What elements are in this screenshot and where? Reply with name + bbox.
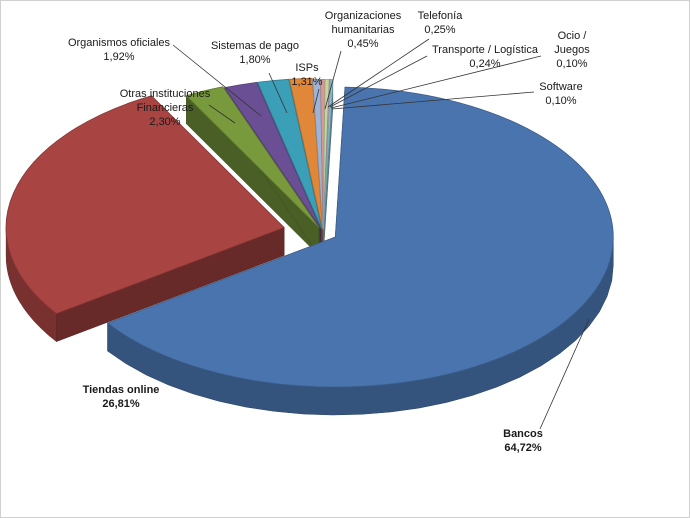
slice-name-telefonia: Telefonía xyxy=(418,10,464,22)
leader-line-isps xyxy=(312,88,320,114)
leader-lines xyxy=(172,38,590,430)
slice-organismos-oficiales xyxy=(223,81,322,229)
slice-value-telefonia: 0,25% xyxy=(424,24,455,36)
pie-tops xyxy=(5,77,614,388)
slice-name-organismos-oficiales: Organismos oficiales xyxy=(68,37,171,49)
slice-value-organismos-oficiales: 1,92% xyxy=(103,51,134,63)
leader-line-organizaciones-humanitarias xyxy=(324,50,342,110)
slice-sistemas-de-pago xyxy=(257,78,322,229)
slice-label-organizaciones-humanitarias: Organizaciones humanitarias 0,45% xyxy=(325,10,402,50)
slice-label-telefonia: Telefonía 0,25% xyxy=(418,10,464,36)
slice-tiendas-online xyxy=(5,95,285,315)
slice-label-ocio-juegos: Ocio / Juegos 0,10% xyxy=(554,30,590,70)
slice-label-software: Software 0,10% xyxy=(539,81,582,107)
slice-label-sistemas-de-pago: Sistemas de pago 1,80% xyxy=(211,40,299,66)
slice-label-bancos: Bancos 64,72% xyxy=(503,428,543,454)
slice-value-transporte-logistica: 0,24% xyxy=(469,58,500,70)
leader-line-telefonia xyxy=(327,38,430,108)
slice-label-isps: ISPs 1,31% xyxy=(291,62,322,88)
slice-value-isps: 1,31% xyxy=(291,76,322,88)
slice-label-organismos-oficiales: Organismos oficiales 1,92% xyxy=(68,37,171,63)
slice-name-sistemas-de-pago: Sistemas de pago xyxy=(211,40,299,52)
slice-value-software: 0,10% xyxy=(545,95,576,107)
leader-line-sistemas-de-pago xyxy=(268,72,288,114)
slice-label-transporte-logistica: Transporte / Logística 0,24% xyxy=(432,44,539,70)
slice-name-ocio-juegos: Juegos xyxy=(554,44,590,56)
slice-name-software: Software xyxy=(539,81,582,93)
slice-bancos xyxy=(106,86,614,388)
slice-name-bancos: Bancos xyxy=(503,428,543,440)
leader-line-otras-instituciones-financieras xyxy=(208,104,236,124)
leader-line-software xyxy=(331,91,535,110)
leader-line-transporte-logistica xyxy=(329,55,428,108)
slice-name-isps: ISPs xyxy=(295,62,319,74)
slice-name-otras-instituciones-financieras: Financieras xyxy=(137,102,194,114)
slice-name-ocio-juegos: Ocio / xyxy=(558,30,588,42)
leader-line-organismos-oficiales xyxy=(172,44,262,117)
slice-value-organizaciones-humanitarias: 0,45% xyxy=(347,38,378,50)
slice-value-sistemas-de-pago: 1,80% xyxy=(239,54,270,66)
slice-name-organizaciones-humanitarias: Organizaciones xyxy=(325,10,402,22)
slice-isps xyxy=(288,77,323,229)
slice-name-transporte-logistica: Transporte / Logística xyxy=(432,44,539,56)
slice-value-bancos: 64,72% xyxy=(504,442,542,454)
slice-label-tiendas-online: Tiendas online 26,81% xyxy=(83,384,160,410)
slice-name-otras-instituciones-financieras: Otras instituciones xyxy=(120,88,211,100)
slice-name-organizaciones-humanitarias: humanitarias xyxy=(332,24,395,36)
slice-name-tiendas-online: Tiendas online xyxy=(83,384,160,396)
slice-value-otras-instituciones-financieras: 2,30% xyxy=(149,116,180,128)
leader-line-bancos xyxy=(539,318,590,430)
slice-value-ocio-juegos: 0,10% xyxy=(556,58,587,70)
leader-line-ocio-juegos xyxy=(330,55,542,109)
slice-otras-instituciones-financieras xyxy=(185,86,320,228)
slice-value-tiendas-online: 26,81% xyxy=(102,398,140,410)
slice-labels: Bancos 64,72% Tiendas online 26,81% Otras in… xyxy=(68,10,590,454)
slice-label-otras-instituciones-financieras: Otras instituciones Financieras 2,30% xyxy=(120,88,211,128)
